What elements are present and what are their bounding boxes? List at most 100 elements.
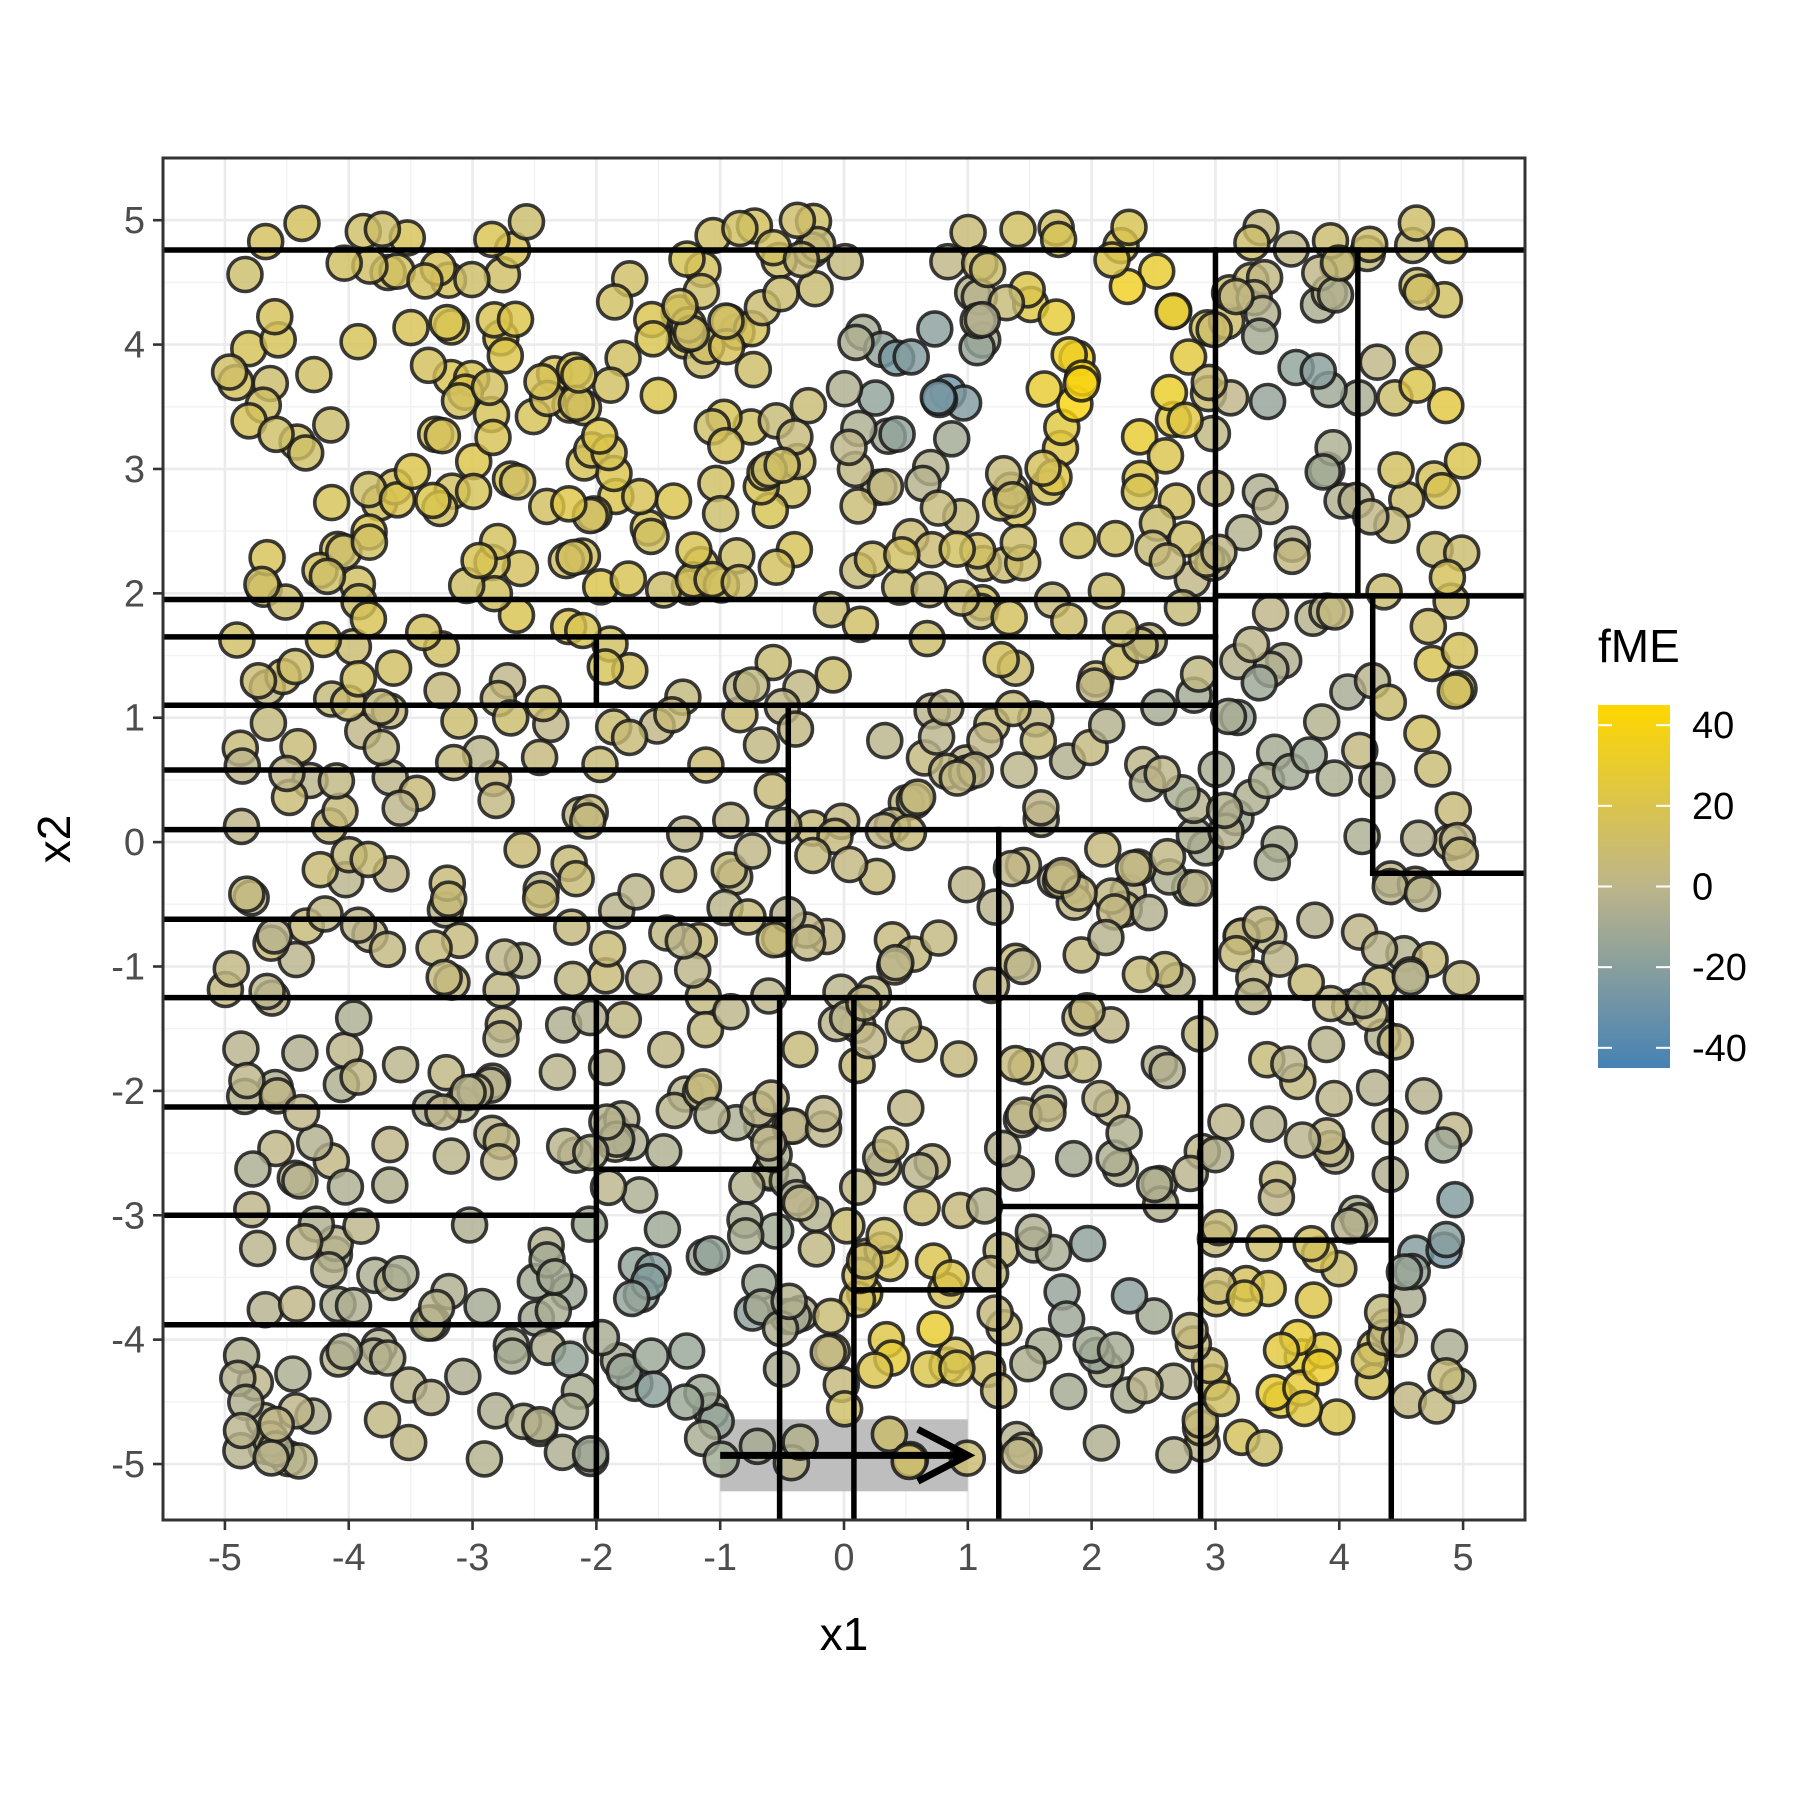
data-point bbox=[1068, 991, 1106, 1030]
data-point bbox=[538, 1053, 577, 1091]
data-point bbox=[443, 1357, 482, 1396]
data-point bbox=[233, 1190, 271, 1229]
data-point bbox=[326, 1168, 365, 1206]
data-point bbox=[1209, 697, 1248, 736]
data-point bbox=[409, 346, 448, 385]
legend-title: fME bbox=[1598, 620, 1680, 672]
data-point bbox=[363, 210, 402, 249]
data-point bbox=[423, 416, 462, 455]
data-point bbox=[916, 1310, 954, 1348]
data-point bbox=[712, 992, 750, 1031]
data-point bbox=[432, 1137, 471, 1175]
data-point bbox=[1253, 843, 1292, 882]
data-point bbox=[686, 1010, 725, 1049]
data-point bbox=[919, 489, 958, 527]
data-point bbox=[1150, 373, 1189, 412]
data-point bbox=[654, 482, 693, 520]
data-point bbox=[947, 865, 986, 904]
data-point bbox=[1301, 1348, 1339, 1387]
data-point bbox=[780, 1030, 819, 1069]
data-point bbox=[334, 999, 373, 1037]
data-point bbox=[463, 1287, 501, 1326]
data-point bbox=[742, 726, 781, 764]
data-point bbox=[1062, 364, 1101, 403]
step-arrow-head bbox=[916, 1426, 976, 1485]
data-point bbox=[1285, 1389, 1324, 1428]
data-point bbox=[465, 1440, 504, 1478]
data-point bbox=[370, 1166, 409, 1204]
data-point bbox=[632, 517, 670, 556]
data-point bbox=[1166, 401, 1204, 440]
data-point bbox=[551, 1392, 590, 1431]
data-point bbox=[993, 480, 1032, 519]
data-point bbox=[440, 702, 478, 740]
data-point bbox=[1224, 513, 1263, 552]
data-point bbox=[1304, 453, 1342, 491]
data-point bbox=[706, 426, 745, 465]
data-point bbox=[1405, 330, 1443, 369]
data-point bbox=[218, 621, 256, 659]
legend-tick-label: -20 bbox=[1692, 947, 1747, 989]
data-point bbox=[668, 240, 706, 278]
data-point bbox=[486, 336, 525, 375]
data-point bbox=[878, 415, 916, 454]
data-point bbox=[1135, 1165, 1174, 1204]
data-point bbox=[1205, 791, 1244, 830]
data-point bbox=[675, 531, 713, 569]
data-point bbox=[1377, 451, 1415, 489]
y-tick-label: -2 bbox=[111, 1071, 145, 1113]
data-point bbox=[423, 671, 461, 710]
data-point bbox=[1064, 1045, 1102, 1084]
data-point bbox=[306, 895, 344, 933]
data-point bbox=[212, 949, 251, 988]
y-tick-label: 3 bbox=[124, 449, 145, 491]
data-point bbox=[693, 1096, 731, 1135]
data-point bbox=[609, 560, 648, 598]
x-tick-label: 0 bbox=[833, 1537, 854, 1579]
data-point bbox=[474, 418, 512, 457]
y-tick-label: 5 bbox=[124, 200, 145, 242]
data-point bbox=[454, 472, 493, 511]
data-point bbox=[839, 487, 877, 525]
data-point bbox=[582, 1318, 621, 1357]
data-point bbox=[1110, 1277, 1149, 1315]
data-point bbox=[393, 452, 432, 491]
data-point bbox=[1003, 947, 1042, 986]
data-point bbox=[460, 541, 498, 580]
data-point bbox=[257, 1405, 296, 1444]
data-point bbox=[1355, 1068, 1394, 1107]
data-point bbox=[339, 906, 378, 945]
data-point bbox=[339, 1058, 377, 1096]
data-point bbox=[277, 1285, 316, 1323]
data-point bbox=[1155, 1436, 1193, 1474]
data-point bbox=[1251, 594, 1290, 632]
data-point bbox=[308, 557, 347, 596]
data-point bbox=[339, 322, 377, 361]
data-point bbox=[1316, 593, 1354, 631]
data-point bbox=[1428, 558, 1467, 597]
data-point bbox=[639, 376, 678, 415]
data-point bbox=[1217, 277, 1255, 316]
data-point bbox=[1196, 1135, 1235, 1174]
data-point bbox=[634, 1370, 673, 1408]
data-point bbox=[551, 1340, 589, 1378]
y-tick-label: -1 bbox=[111, 946, 145, 988]
data-point bbox=[498, 462, 537, 501]
data-point bbox=[733, 832, 772, 870]
data-point bbox=[281, 1162, 319, 1200]
data-point bbox=[286, 434, 325, 472]
data-point bbox=[1179, 655, 1218, 693]
data-point bbox=[890, 1442, 929, 1481]
data-point bbox=[283, 204, 321, 243]
x-tick-label: 4 bbox=[1329, 1537, 1350, 1579]
data-point bbox=[1120, 417, 1159, 456]
data-point bbox=[757, 548, 796, 587]
data-point bbox=[1148, 542, 1187, 580]
points-layer bbox=[206, 201, 1482, 1482]
data-point bbox=[1130, 893, 1168, 932]
data-point bbox=[938, 1349, 976, 1387]
data-point bbox=[825, 369, 864, 408]
data-point bbox=[228, 1061, 266, 1100]
data-point bbox=[976, 888, 1015, 926]
data-point bbox=[571, 1133, 610, 1172]
